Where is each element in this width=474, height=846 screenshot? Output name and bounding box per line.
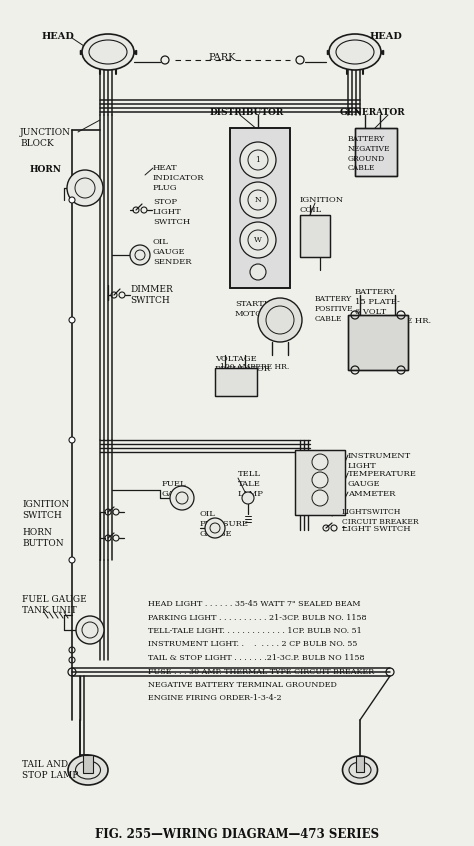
Text: BATTERY
POSITIVE
CABLE: BATTERY POSITIVE CABLE	[315, 295, 354, 322]
Circle shape	[240, 182, 276, 218]
Text: N: N	[255, 196, 261, 204]
Text: DIMMER
SWITCH: DIMMER SWITCH	[130, 285, 173, 305]
Text: HORN
BUTTON: HORN BUTTON	[22, 528, 64, 548]
Circle shape	[258, 298, 302, 342]
Text: 1: 1	[255, 156, 260, 164]
Bar	[355, 128, 397, 176]
Text: BATTERY
NEGATIVE
GROUND
CABLE: BATTERY NEGATIVE GROUND CABLE	[348, 135, 391, 173]
Circle shape	[312, 472, 328, 488]
Text: TELL-TALE LIGHT. . . . . . . . . . . . . 1CP. BULB NO. 51: TELL-TALE LIGHT. . . . . . . . . . . . .…	[148, 627, 362, 635]
Text: JUNCTION
BLOCK: JUNCTION BLOCK	[20, 128, 71, 148]
Text: HORN: HORN	[30, 165, 62, 174]
Text: TELL
TALE
LAMP: TELL TALE LAMP	[238, 470, 264, 497]
Text: PARK: PARK	[208, 53, 236, 62]
Bar	[300, 215, 330, 257]
Bar	[295, 450, 345, 515]
Circle shape	[69, 557, 75, 563]
Text: DISTRIBUTOR: DISTRIBUTOR	[210, 108, 284, 117]
Circle shape	[76, 616, 104, 644]
Text: 100 AMPERE HR.: 100 AMPERE HR.	[220, 363, 289, 371]
Text: HEAD: HEAD	[370, 32, 403, 41]
Circle shape	[130, 245, 150, 265]
Text: NEGATIVE BATTERY TERMINAL GROUNDED: NEGATIVE BATTERY TERMINAL GROUNDED	[148, 681, 337, 689]
Bar	[295, 450, 345, 515]
Circle shape	[69, 317, 75, 323]
Bar	[348, 315, 408, 370]
Circle shape	[170, 486, 194, 510]
Circle shape	[69, 437, 75, 443]
Text: HEAT
INDICATOR
PLUG: HEAT INDICATOR PLUG	[153, 164, 204, 191]
Text: LIGHT SWITCH: LIGHT SWITCH	[342, 525, 410, 533]
Text: STOP
LIGHT
SWITCH: STOP LIGHT SWITCH	[153, 198, 190, 226]
Text: HEAD LIGHT . . . . . . 35-45 WATT 7" SEALED BEAM: HEAD LIGHT . . . . . . 35-45 WATT 7" SEA…	[148, 600, 361, 608]
Circle shape	[312, 490, 328, 506]
Text: W: W	[254, 236, 262, 244]
Text: TAIL & STOP LIGHT . . . . . . .21-3C.P. BULB NO 1158: TAIL & STOP LIGHT . . . . . . .21-3C.P. …	[148, 654, 365, 662]
Circle shape	[205, 518, 225, 538]
Text: IGNITION
SWITCH: IGNITION SWITCH	[22, 500, 69, 520]
Circle shape	[312, 454, 328, 470]
Text: FIG. 255—WIRING DIAGRAM—473 SERIES: FIG. 255—WIRING DIAGRAM—473 SERIES	[95, 828, 379, 841]
Text: STARTING
MOTOR: STARTING MOTOR	[235, 300, 281, 318]
Text: OIL
GAUGE
SENDER: OIL GAUGE SENDER	[153, 238, 191, 266]
Text: OIL
PRESSURE
GAUGE: OIL PRESSURE GAUGE	[200, 510, 249, 537]
Circle shape	[250, 264, 266, 280]
Text: GENERATOR: GENERATOR	[340, 108, 406, 117]
Text: INSTRUMENT
LIGHT: INSTRUMENT LIGHT	[348, 452, 411, 470]
Circle shape	[240, 142, 276, 178]
Bar	[215, 368, 257, 396]
Bar	[355, 128, 397, 176]
Text: HEAD: HEAD	[42, 32, 75, 41]
Text: PARKING LIGHT . . . . . . . . . . 21-3CP. BULB NO. 1158: PARKING LIGHT . . . . . . . . . . 21-3CP…	[148, 613, 366, 622]
Text: VOLTAGE
REGULATOR: VOLTAGE REGULATOR	[215, 355, 271, 373]
Text: FUEL
GAUGE: FUEL GAUGE	[162, 480, 195, 497]
Bar	[83, 755, 93, 773]
Text: FUEL GAUGE
TANK UNIT: FUEL GAUGE TANK UNIT	[22, 595, 87, 615]
Text: IGNITION
COIL: IGNITION COIL	[300, 196, 344, 214]
Ellipse shape	[68, 755, 108, 785]
Text: LIGHTSWITCH
CIRCUIT BREAKER: LIGHTSWITCH CIRCUIT BREAKER	[342, 508, 419, 526]
Ellipse shape	[329, 34, 381, 70]
Text: TAIL AND
STOP LAMP: TAIL AND STOP LAMP	[22, 760, 78, 780]
Bar	[348, 315, 408, 370]
Text: FUSE . . . 30 AMP. THERMAL TYPE CIRCUIT BREAKER: FUSE . . . 30 AMP. THERMAL TYPE CIRCUIT …	[148, 667, 374, 675]
Ellipse shape	[343, 756, 377, 784]
Circle shape	[67, 170, 103, 206]
Circle shape	[242, 492, 254, 504]
Circle shape	[240, 222, 276, 258]
Text: INSTRUMENT LIGHT. .    .  . . . . 2 CP BULB NO. 55: INSTRUMENT LIGHT. . . . . . . 2 CP BULB …	[148, 640, 357, 649]
Text: AMMETER: AMMETER	[348, 490, 395, 498]
Bar	[215, 368, 257, 396]
Circle shape	[69, 197, 75, 203]
Bar	[230, 128, 290, 288]
Bar	[300, 215, 330, 257]
Text: TEMPERATURE
GAUGE: TEMPERATURE GAUGE	[348, 470, 417, 488]
Ellipse shape	[82, 34, 134, 70]
Bar	[230, 128, 290, 288]
Text: ENGINE FIRING ORDER-1-3-4-2: ENGINE FIRING ORDER-1-3-4-2	[148, 695, 282, 702]
Text: BATTERY
15 PLATE-
6 VOLT
100 AMPERE HR.: BATTERY 15 PLATE- 6 VOLT 100 AMPERE HR.	[355, 288, 431, 326]
Bar	[356, 756, 364, 772]
